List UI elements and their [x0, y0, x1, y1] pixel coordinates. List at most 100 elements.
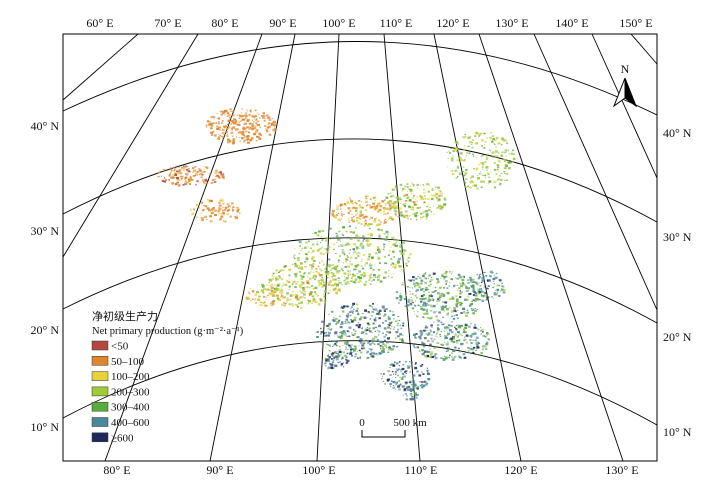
npp-pixel: [200, 217, 204, 220]
npp-pixel: [262, 285, 265, 288]
npp-pixel: [452, 173, 455, 175]
npp-pixel: [272, 272, 275, 275]
npp-pixel: [459, 301, 462, 304]
npp-pixel: [349, 346, 352, 349]
npp-pixel: [171, 174, 174, 176]
npp-pixel: [471, 144, 473, 146]
npp-pixel: [392, 345, 395, 348]
npp-pixel: [427, 297, 431, 299]
npp-pixel: [387, 192, 390, 195]
npp-pixel: [400, 243, 402, 246]
npp-pixel: [422, 373, 425, 375]
npp-pixel: [398, 361, 401, 363]
npp-pixel: [366, 224, 370, 227]
npp-pixel: [398, 265, 401, 268]
npp-pixel: [350, 344, 353, 346]
npp-pixel: [377, 274, 381, 277]
npp-pixel: [278, 298, 282, 302]
npp-pixel: [354, 355, 357, 358]
npp-pixel: [389, 310, 391, 312]
npp-pixel: [463, 174, 466, 177]
npp-pixel: [407, 196, 410, 199]
npp-pixel: [393, 318, 395, 320]
npp-pixel: [353, 268, 356, 271]
npp-pixel: [375, 327, 377, 329]
npp-pixel: [346, 320, 349, 322]
right-latitude-labels: 40° N 30° N 20° N 10° N: [663, 126, 692, 439]
npp-pixel: [354, 332, 356, 335]
npp-pixel: [415, 396, 418, 399]
npp-pixel: [506, 142, 509, 145]
npp-pixel: [382, 322, 384, 324]
npp-pixel: [390, 217, 392, 218]
npp-pixel: [288, 274, 291, 277]
npp-pixel: [294, 257, 296, 260]
npp-pixel: [310, 247, 312, 249]
npp-pixel: [293, 294, 296, 296]
npp-pixel: [338, 319, 341, 322]
npp-pixel: [231, 110, 234, 113]
npp-pixel: [342, 270, 344, 272]
npp-pixel: [475, 349, 477, 351]
npp-pixel: [346, 242, 350, 246]
npp-pixel: [210, 125, 212, 126]
npp-pixel: [464, 159, 466, 161]
npp-pixel: [440, 205, 442, 208]
npp-pixel: [265, 299, 267, 300]
npp-pixel: [409, 371, 412, 373]
npp-pixel: [367, 341, 370, 343]
npp-pixel: [482, 297, 484, 299]
npp-pixel: [349, 210, 352, 212]
npp-pixel: [423, 302, 426, 305]
npp-pixel: [321, 340, 324, 343]
npp-pixel: [351, 202, 354, 205]
npp-pixel: [186, 166, 188, 167]
npp-pixel: [423, 211, 426, 213]
npp-pixel: [416, 346, 419, 348]
npp-pixel: [331, 264, 333, 266]
npp-pixel: [389, 322, 392, 325]
npp-pixel: [355, 210, 358, 212]
npp-pixel: [401, 367, 405, 371]
npp-pixel: [301, 286, 305, 290]
npp-pixel: [243, 115, 246, 117]
npp-pixel: [272, 128, 274, 130]
npp-pixel: [451, 315, 454, 318]
npp-pixel: [342, 351, 345, 354]
npp-pixel: [447, 327, 450, 329]
npp-pixel: [341, 210, 343, 212]
npp-pixel: [495, 136, 499, 140]
npp-pixel: [317, 272, 320, 275]
npp-pixel: [334, 278, 337, 281]
npp-pixel: [446, 332, 450, 335]
lon-label-top: 80° E: [211, 16, 238, 30]
npp-pixel: [495, 272, 498, 275]
npp-pixel: [401, 337, 404, 340]
npp-pixel: [369, 267, 373, 270]
npp-pixel: [335, 352, 338, 354]
npp-pixel: [220, 207, 223, 209]
npp-pixel: [485, 295, 488, 297]
npp-pixel: [218, 219, 221, 222]
npp-pixel: [256, 129, 259, 131]
npp-pixel: [312, 287, 315, 290]
npp-pixel: [352, 237, 354, 239]
npp-pixel: [347, 207, 351, 210]
npp-pixel: [424, 354, 427, 358]
npp-pixel: [401, 339, 404, 341]
npp-pixel: [479, 288, 482, 291]
npp-pixel: [368, 279, 371, 281]
npp-pixel: [443, 275, 447, 279]
npp-pixel: [275, 287, 279, 291]
npp-pixel: [378, 352, 382, 355]
npp-pixel: [425, 218, 428, 220]
npp-pixel: [271, 118, 273, 120]
npp-pixel: [201, 171, 205, 174]
npp-pixel: [476, 283, 478, 285]
npp-pixel: [494, 290, 496, 292]
npp-pixel: [428, 204, 430, 206]
bottom-longitude-labels: 80° E 90° E 100° E 110° E 120° E 130° E: [103, 463, 638, 477]
npp-pixel: [412, 301, 414, 304]
lon-label-top: 60° E: [86, 16, 113, 30]
npp-pixel: [477, 284, 479, 286]
